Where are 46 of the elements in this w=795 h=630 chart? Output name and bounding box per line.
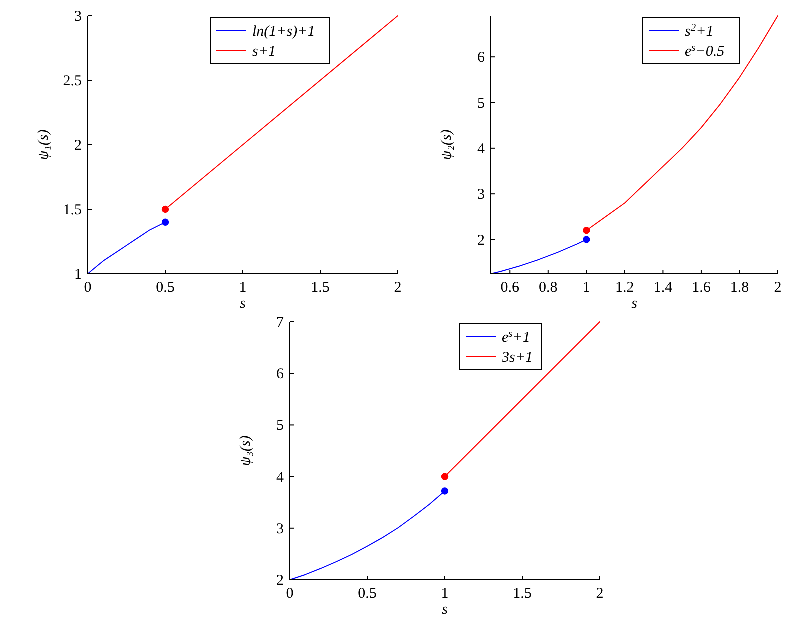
x-tick-label: 0 xyxy=(286,586,294,602)
y-tick-label: 2 xyxy=(478,232,485,249)
x-tick-label: 0.6 xyxy=(500,280,520,296)
y-tick-label: 6 xyxy=(276,366,284,383)
y-tick-label: 4 xyxy=(276,470,284,486)
y-tick-label: 6 xyxy=(478,50,486,66)
x-tick-label: 2 xyxy=(394,280,402,296)
x-axis-title: s xyxy=(240,296,246,312)
legend-label: s$^{2}$+1 xyxy=(685,22,714,40)
x-tick-label: 0.5 xyxy=(358,586,377,602)
y-tick-label: 2 xyxy=(276,573,284,589)
x-tick-label: 1.4 xyxy=(654,280,674,296)
y-tick-label: 1 xyxy=(74,267,82,283)
y-tick-label: 2.5 xyxy=(63,74,82,90)
legend-label: e$^{s}$+1 xyxy=(502,328,530,346)
x-tick-label: 0.5 xyxy=(156,280,175,296)
x-tick-label: 2 xyxy=(774,280,782,296)
y-tick-label: 5 xyxy=(478,96,485,112)
y-axis-title: ψ₁(s) xyxy=(36,130,52,160)
legend-label: s+1 xyxy=(252,44,276,60)
y-axis-title: ψ₃(s) xyxy=(238,436,254,466)
y-tick-label: 3 xyxy=(478,187,485,204)
x-tick-label: 1 xyxy=(239,280,247,296)
x-axis-title: s xyxy=(632,296,638,312)
x-tick-label: 1.6 xyxy=(692,280,712,296)
legend-label: ln(1+s)+1 xyxy=(252,24,316,40)
y-tick-label: 3 xyxy=(276,521,284,538)
x-tick-label: 1.5 xyxy=(311,280,330,296)
x-tick-label: 2 xyxy=(596,586,604,602)
legend-label: e$^{s}$−0.5 xyxy=(685,42,726,60)
x-tick-label: 1 xyxy=(582,280,590,296)
x-tick-label: 1.5 xyxy=(513,586,532,602)
x-tick-label: 0 xyxy=(84,280,92,296)
x-tick-label: 1 xyxy=(441,586,449,602)
y-axis-title: ψ₂(s) xyxy=(439,130,455,160)
y-tick-label: 3 xyxy=(74,9,82,25)
y-tick-label: 7 xyxy=(276,315,284,331)
x-axis-title: s xyxy=(442,602,448,618)
x-tick-label: 0.8 xyxy=(539,280,558,296)
y-tick-label: 1.5 xyxy=(63,202,82,218)
legend-label: 3s+1 xyxy=(501,350,533,366)
x-tick-label: 1.8 xyxy=(730,280,750,296)
y-tick-label: 4 xyxy=(478,141,486,158)
x-tick-label: 1.2 xyxy=(616,280,634,296)
y-tick-label: 2 xyxy=(74,138,82,154)
y-tick-label: 5 xyxy=(276,418,284,434)
